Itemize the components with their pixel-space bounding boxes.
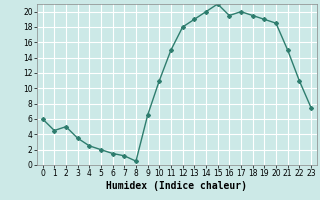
X-axis label: Humidex (Indice chaleur): Humidex (Indice chaleur) (106, 181, 247, 191)
